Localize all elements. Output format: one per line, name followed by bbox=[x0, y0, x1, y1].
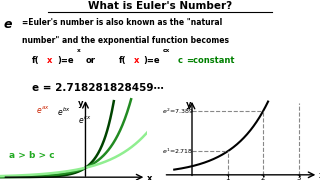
Text: number" and the exponential function becomes: number" and the exponential function bec… bbox=[22, 36, 229, 45]
Text: $e^{cx}$: $e^{cx}$ bbox=[78, 114, 92, 125]
Text: x: x bbox=[77, 48, 81, 53]
Text: x: x bbox=[134, 57, 139, 66]
Text: c: c bbox=[178, 57, 183, 66]
Text: y: y bbox=[78, 99, 84, 108]
Text: e = 2.718281828459⋯: e = 2.718281828459⋯ bbox=[32, 83, 164, 93]
Text: 1: 1 bbox=[225, 175, 230, 180]
Text: )=e: )=e bbox=[57, 57, 74, 66]
Text: a > b > c: a > b > c bbox=[10, 151, 55, 160]
Text: $e^{bx}$: $e^{bx}$ bbox=[57, 106, 71, 118]
Text: =constant: =constant bbox=[186, 57, 235, 66]
Text: f(: f( bbox=[118, 57, 126, 66]
Text: $e^1$=2.718: $e^1$=2.718 bbox=[162, 147, 193, 156]
Text: )=e: )=e bbox=[143, 57, 160, 66]
Text: x: x bbox=[319, 171, 320, 180]
Text: e: e bbox=[3, 18, 12, 31]
Text: x: x bbox=[147, 174, 153, 180]
Text: cx: cx bbox=[163, 48, 170, 53]
Text: or: or bbox=[86, 57, 96, 66]
Text: y: y bbox=[186, 100, 191, 109]
Text: 3: 3 bbox=[296, 175, 301, 180]
Text: =Euler's number is also known as the "natural: =Euler's number is also known as the "na… bbox=[22, 18, 223, 27]
Text: x: x bbox=[47, 57, 53, 66]
Text: What is Euler's Number?: What is Euler's Number? bbox=[88, 1, 232, 11]
Text: f(: f( bbox=[32, 57, 40, 66]
Text: 2: 2 bbox=[261, 175, 265, 180]
Text: $e^{ax}$: $e^{ax}$ bbox=[36, 104, 49, 115]
Text: $e^2$=7.389: $e^2$=7.389 bbox=[162, 106, 194, 116]
